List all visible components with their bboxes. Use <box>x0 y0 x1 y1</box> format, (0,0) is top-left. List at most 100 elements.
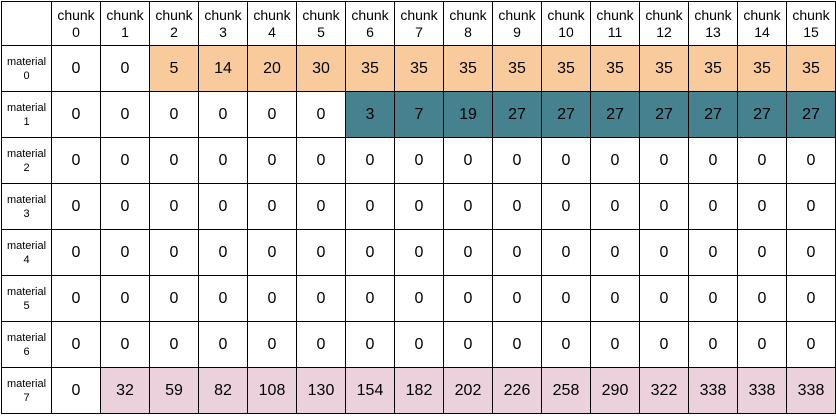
table-cell: 226 <box>492 367 542 414</box>
table-cell: 0 <box>688 137 738 184</box>
table-cell: 0 <box>149 183 199 230</box>
column-header-chunk-3: chunk 3 <box>198 1 248 46</box>
table-cell: 3 <box>345 91 395 138</box>
table-cell: 0 <box>100 275 150 322</box>
table-cell: 338 <box>786 367 836 414</box>
table-row: material 6 0 0 0 0 0 0 0 0 0 0 0 0 0 0 0 0 <box>1 321 836 368</box>
row-header-label: material <box>6 239 47 252</box>
table-cell: 0 <box>590 183 640 230</box>
table-cell: 0 <box>51 229 101 276</box>
table-cell: 322 <box>639 367 689 414</box>
table-cell: 0 <box>492 321 542 368</box>
table-cell: 59 <box>149 367 199 414</box>
table-cell: 27 <box>492 91 542 138</box>
row-header-label: material <box>6 193 47 206</box>
column-header-label: chunk <box>204 6 242 23</box>
column-header-index: 14 <box>754 23 770 40</box>
table-cell: 0 <box>198 91 248 138</box>
column-header-chunk-4: chunk 4 <box>247 1 297 46</box>
table-cell: 338 <box>688 367 738 414</box>
column-header-chunk-14: chunk 14 <box>737 1 787 46</box>
table-cell: 0 <box>737 137 787 184</box>
column-header-index: 0 <box>72 23 80 40</box>
table-cell: 0 <box>100 229 150 276</box>
table-cell: 0 <box>198 183 248 230</box>
table-cell: 0 <box>541 183 591 230</box>
table-row: material 3 0 0 0 0 0 0 0 0 0 0 0 0 0 0 0 0 <box>1 183 836 230</box>
table-cell: 0 <box>149 275 199 322</box>
column-header-label: chunk <box>792 6 830 23</box>
column-header-index: 2 <box>170 23 178 40</box>
table-cell: 0 <box>737 183 787 230</box>
column-header-label: chunk <box>106 6 144 23</box>
table-cell: 0 <box>394 321 444 368</box>
row-header-index: 5 <box>23 299 30 312</box>
table-cell: 27 <box>688 91 738 138</box>
table-cell: 35 <box>345 45 395 92</box>
column-header-chunk-0: chunk 0 <box>51 1 101 46</box>
column-header-chunk-15: chunk 15 <box>786 1 836 46</box>
table-cell: 0 <box>149 321 199 368</box>
table-cell: 0 <box>100 321 150 368</box>
column-header-chunk-8: chunk 8 <box>443 1 493 46</box>
table-cell: 0 <box>639 137 689 184</box>
column-header-label: chunk <box>155 6 193 23</box>
table-cell: 0 <box>443 229 493 276</box>
column-header-index: 7 <box>415 23 423 40</box>
table-cell: 0 <box>149 91 199 138</box>
row-header-label: material <box>6 147 47 160</box>
table-cell: 0 <box>345 275 395 322</box>
row-header-material-3: material 3 <box>1 183 52 230</box>
table-cell: 0 <box>639 229 689 276</box>
table-cell: 14 <box>198 45 248 92</box>
column-header-label: chunk <box>253 6 291 23</box>
row-header-material-1: material 1 <box>1 91 52 138</box>
row-header-label: material <box>6 101 47 114</box>
table-cell: 0 <box>100 45 150 92</box>
column-header-label: chunk <box>498 6 536 23</box>
column-header-label: chunk <box>596 6 634 23</box>
row-header-label: material <box>6 377 47 390</box>
table-cell: 35 <box>590 45 640 92</box>
table-cell: 154 <box>345 367 395 414</box>
table-cell: 0 <box>247 229 297 276</box>
column-header-index: 11 <box>607 23 623 40</box>
table-cell: 338 <box>737 367 787 414</box>
table-cell: 0 <box>247 275 297 322</box>
column-header-index: 10 <box>558 23 574 40</box>
column-header-index: 1 <box>121 23 129 40</box>
column-header-index: 9 <box>513 23 521 40</box>
table-cell: 182 <box>394 367 444 414</box>
table-cell: 0 <box>541 275 591 322</box>
column-header-chunk-10: chunk 10 <box>541 1 591 46</box>
column-header-label: chunk <box>547 6 585 23</box>
row-header-material-4: material 4 <box>1 229 52 276</box>
table-cell: 0 <box>345 183 395 230</box>
column-header-label: chunk <box>400 6 438 23</box>
column-header-label: chunk <box>694 6 732 23</box>
table-cell: 0 <box>51 45 101 92</box>
table-cell: 0 <box>492 137 542 184</box>
column-header-label: chunk <box>57 6 95 23</box>
table-cell: 0 <box>786 229 836 276</box>
table-cell: 0 <box>247 183 297 230</box>
table-cell: 0 <box>639 275 689 322</box>
table-cell: 130 <box>296 367 346 414</box>
column-header-index: 13 <box>705 23 721 40</box>
row-header-index: 1 <box>23 115 30 128</box>
table-cell: 0 <box>688 183 738 230</box>
table-cell: 0 <box>247 91 297 138</box>
table-cell: 0 <box>443 137 493 184</box>
table-cell: 0 <box>688 229 738 276</box>
row-header-material-7: material 7 <box>1 367 52 414</box>
table-cell: 0 <box>345 229 395 276</box>
table-cell: 0 <box>149 137 199 184</box>
row-header-material-2: material 2 <box>1 137 52 184</box>
table-cell: 0 <box>786 183 836 230</box>
table-cell: 0 <box>737 229 787 276</box>
row-header-material-5: material 5 <box>1 275 52 322</box>
table-cell: 0 <box>198 229 248 276</box>
table-cell: 0 <box>786 275 836 322</box>
table-cell: 0 <box>296 229 346 276</box>
